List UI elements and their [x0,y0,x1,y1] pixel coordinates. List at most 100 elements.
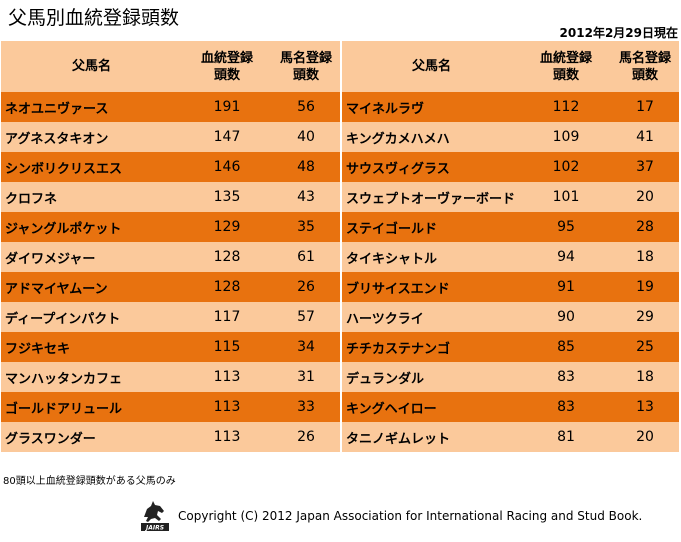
header-registered-line1: 血統登録 [539,50,592,66]
named-count-cell: 34 [297,339,315,355]
named-count-cell: 40 [297,129,315,145]
table-row: ジャングルポケット 129 35 ステイゴールド 95 28 [1,212,679,242]
horse-logo-icon: JAIRS [138,497,172,533]
registered-count-cell: 94 [557,249,575,265]
header-registered-left: 血統登録 頭数 [182,41,272,92]
named-count-cell: 37 [636,159,654,175]
sire-name-cell: ゴールドアリュール [5,401,123,417]
named-count-cell: 56 [297,99,315,115]
header-sire-right: 父馬名 [340,41,521,92]
header-named-line1: 馬名登録 [279,50,332,66]
registered-count-cell: 191 [213,99,241,115]
named-count-cell: 48 [297,159,315,175]
header-named-line1: 馬名登録 [618,50,671,66]
registered-count-cell: 135 [213,189,241,205]
sire-name-cell: チチカステナンゴ [340,332,521,362]
table-row: グラスワンダー 113 26 タニノギムレット 81 20 [1,422,679,452]
sire-name-cell: タイキシャトル [340,242,521,272]
sire-name-cell: マイネルラヴ [340,92,521,122]
named-count-cell: 20 [636,429,654,445]
named-count-cell: 25 [636,339,654,355]
header-named-line2: 頭数 [292,67,319,83]
registered-count-cell: 83 [557,399,575,415]
registered-count-cell: 117 [213,309,241,325]
named-count-cell: 18 [636,249,654,265]
logo-text: JAIRS [145,525,164,532]
footnote: 80頭以上血統登録頭数がある父馬のみ [3,476,176,487]
named-count-cell: 43 [297,189,315,205]
table-row: ネオユニヴァース 191 56 マイネルラヴ 112 17 [1,92,679,122]
registered-count-cell: 91 [557,279,575,295]
named-count-cell: 17 [636,99,654,115]
registered-count-cell: 112 [552,99,580,115]
sire-name-cell: ネオユニヴァース [5,101,109,117]
named-count-cell: 41 [636,129,654,145]
table-row: ディープインパクト 117 57 ハーツクライ 90 29 [1,302,679,332]
header-named-right: 馬名登録 頭数 [611,41,679,92]
registered-count-cell: 113 [213,399,241,415]
registered-count-cell: 128 [213,279,241,295]
named-count-cell: 26 [297,279,315,295]
registered-count-cell: 81 [557,429,575,445]
registered-count-cell: 115 [213,339,241,355]
table-row: アグネスタキオン 147 40 キングカメハメハ 109 41 [1,122,679,152]
registered-count-cell: 147 [213,129,241,145]
sire-name-cell: マンハッタンカフェ [5,371,123,387]
registered-count-cell: 102 [552,159,580,175]
sire-name-cell: ディープインパクト [5,311,121,327]
header-registered-line2: 頭数 [213,67,240,83]
table-row: フジキセキ 115 34 チチカステナンゴ 85 25 [1,332,679,362]
sire-name-cell: グラスワンダー [5,431,96,447]
table-row: ダイワメジャー 128 61 タイキシャトル 94 18 [1,242,679,272]
header-registered-line2: 頭数 [552,67,579,83]
sire-name-cell: デュランダル [340,362,521,392]
registered-count-cell: 85 [557,339,575,355]
sire-name-cell: タニノギムレット [340,422,521,452]
table-row: アドマイヤムーン 128 26 ブリサイスエンド 91 19 [1,272,679,302]
table-row: クロフネ 135 43 スウェプトオーヴァーボード 101 20 [1,182,679,212]
registered-count-cell: 101 [552,189,580,205]
registered-count-cell: 146 [213,159,241,175]
sire-name-cell: クロフネ [5,191,58,207]
table-body: ネオユニヴァース 191 56 マイネルラヴ 112 17 アグネスタキオン 147 40 キング… [1,92,679,452]
table-header: 父馬名 血統登録 頭数 馬名登録 頭数 父馬名 血統登録 頭数 馬名登録 頭数 [1,41,679,92]
table-row: マンハッタンカフェ 113 31 デュランダル 83 18 [1,362,679,392]
sire-name-cell: フジキセキ [5,341,71,357]
header-registered-line1: 血統登録 [200,50,253,66]
named-count-cell: 57 [297,309,315,325]
registered-count-cell: 95 [557,219,575,235]
table-row: ゴールドアリュール 113 33 キングヘイロー 83 13 [1,392,679,422]
named-count-cell: 33 [297,399,315,415]
registered-count-cell: 109 [552,129,580,145]
named-count-cell: 31 [297,369,315,385]
registered-count-cell: 90 [557,309,575,325]
header-registered-right: 血統登録 頭数 [521,41,611,92]
header-sire-left: 父馬名 [71,59,111,74]
sire-name-cell: ブリサイスエンド [340,272,521,302]
registered-count-cell: 83 [557,369,575,385]
named-count-cell: 20 [636,189,654,205]
sire-name-cell: アグネスタキオン [5,131,109,147]
sire-name-cell: ステイゴールド [340,212,521,242]
registered-count-cell: 129 [213,219,241,235]
sire-name-cell: ハーツクライ [340,302,521,332]
named-count-cell: 26 [297,429,315,445]
registered-count-cell: 113 [213,369,241,385]
named-count-cell: 18 [636,369,654,385]
header-named-line2: 頭数 [631,67,658,83]
named-count-cell: 35 [297,219,315,235]
sire-name-cell: ダイワメジャー [5,251,96,267]
sire-name-cell: キングカメハメハ [340,122,521,152]
sire-name-cell: シンボリクリスエス [5,161,123,177]
sire-name-cell: アドマイヤムーン [5,281,108,297]
sire-name-cell: ジャングルポケット [5,221,122,237]
copyright-notice: Copyright (C) 2012 Japan Association for… [178,509,643,523]
sire-registration-table: 父馬名 血統登録 頭数 馬名登録 頭数 父馬名 血統登録 頭数 馬名登録 頭数 ネオユニ… [1,41,679,452]
header-named-left: 馬名登録 頭数 [272,41,340,92]
table-row: シンボリクリスエス 146 48 サウスヴィグラス 102 37 [1,152,679,182]
named-count-cell: 28 [636,219,654,235]
page-title: 父馬別血統登録頭数 [8,7,180,29]
sire-name-cell: キングヘイロー [340,392,521,422]
as-of-date: 2012年2月29日現在 [559,26,678,40]
registered-count-cell: 113 [213,429,241,445]
